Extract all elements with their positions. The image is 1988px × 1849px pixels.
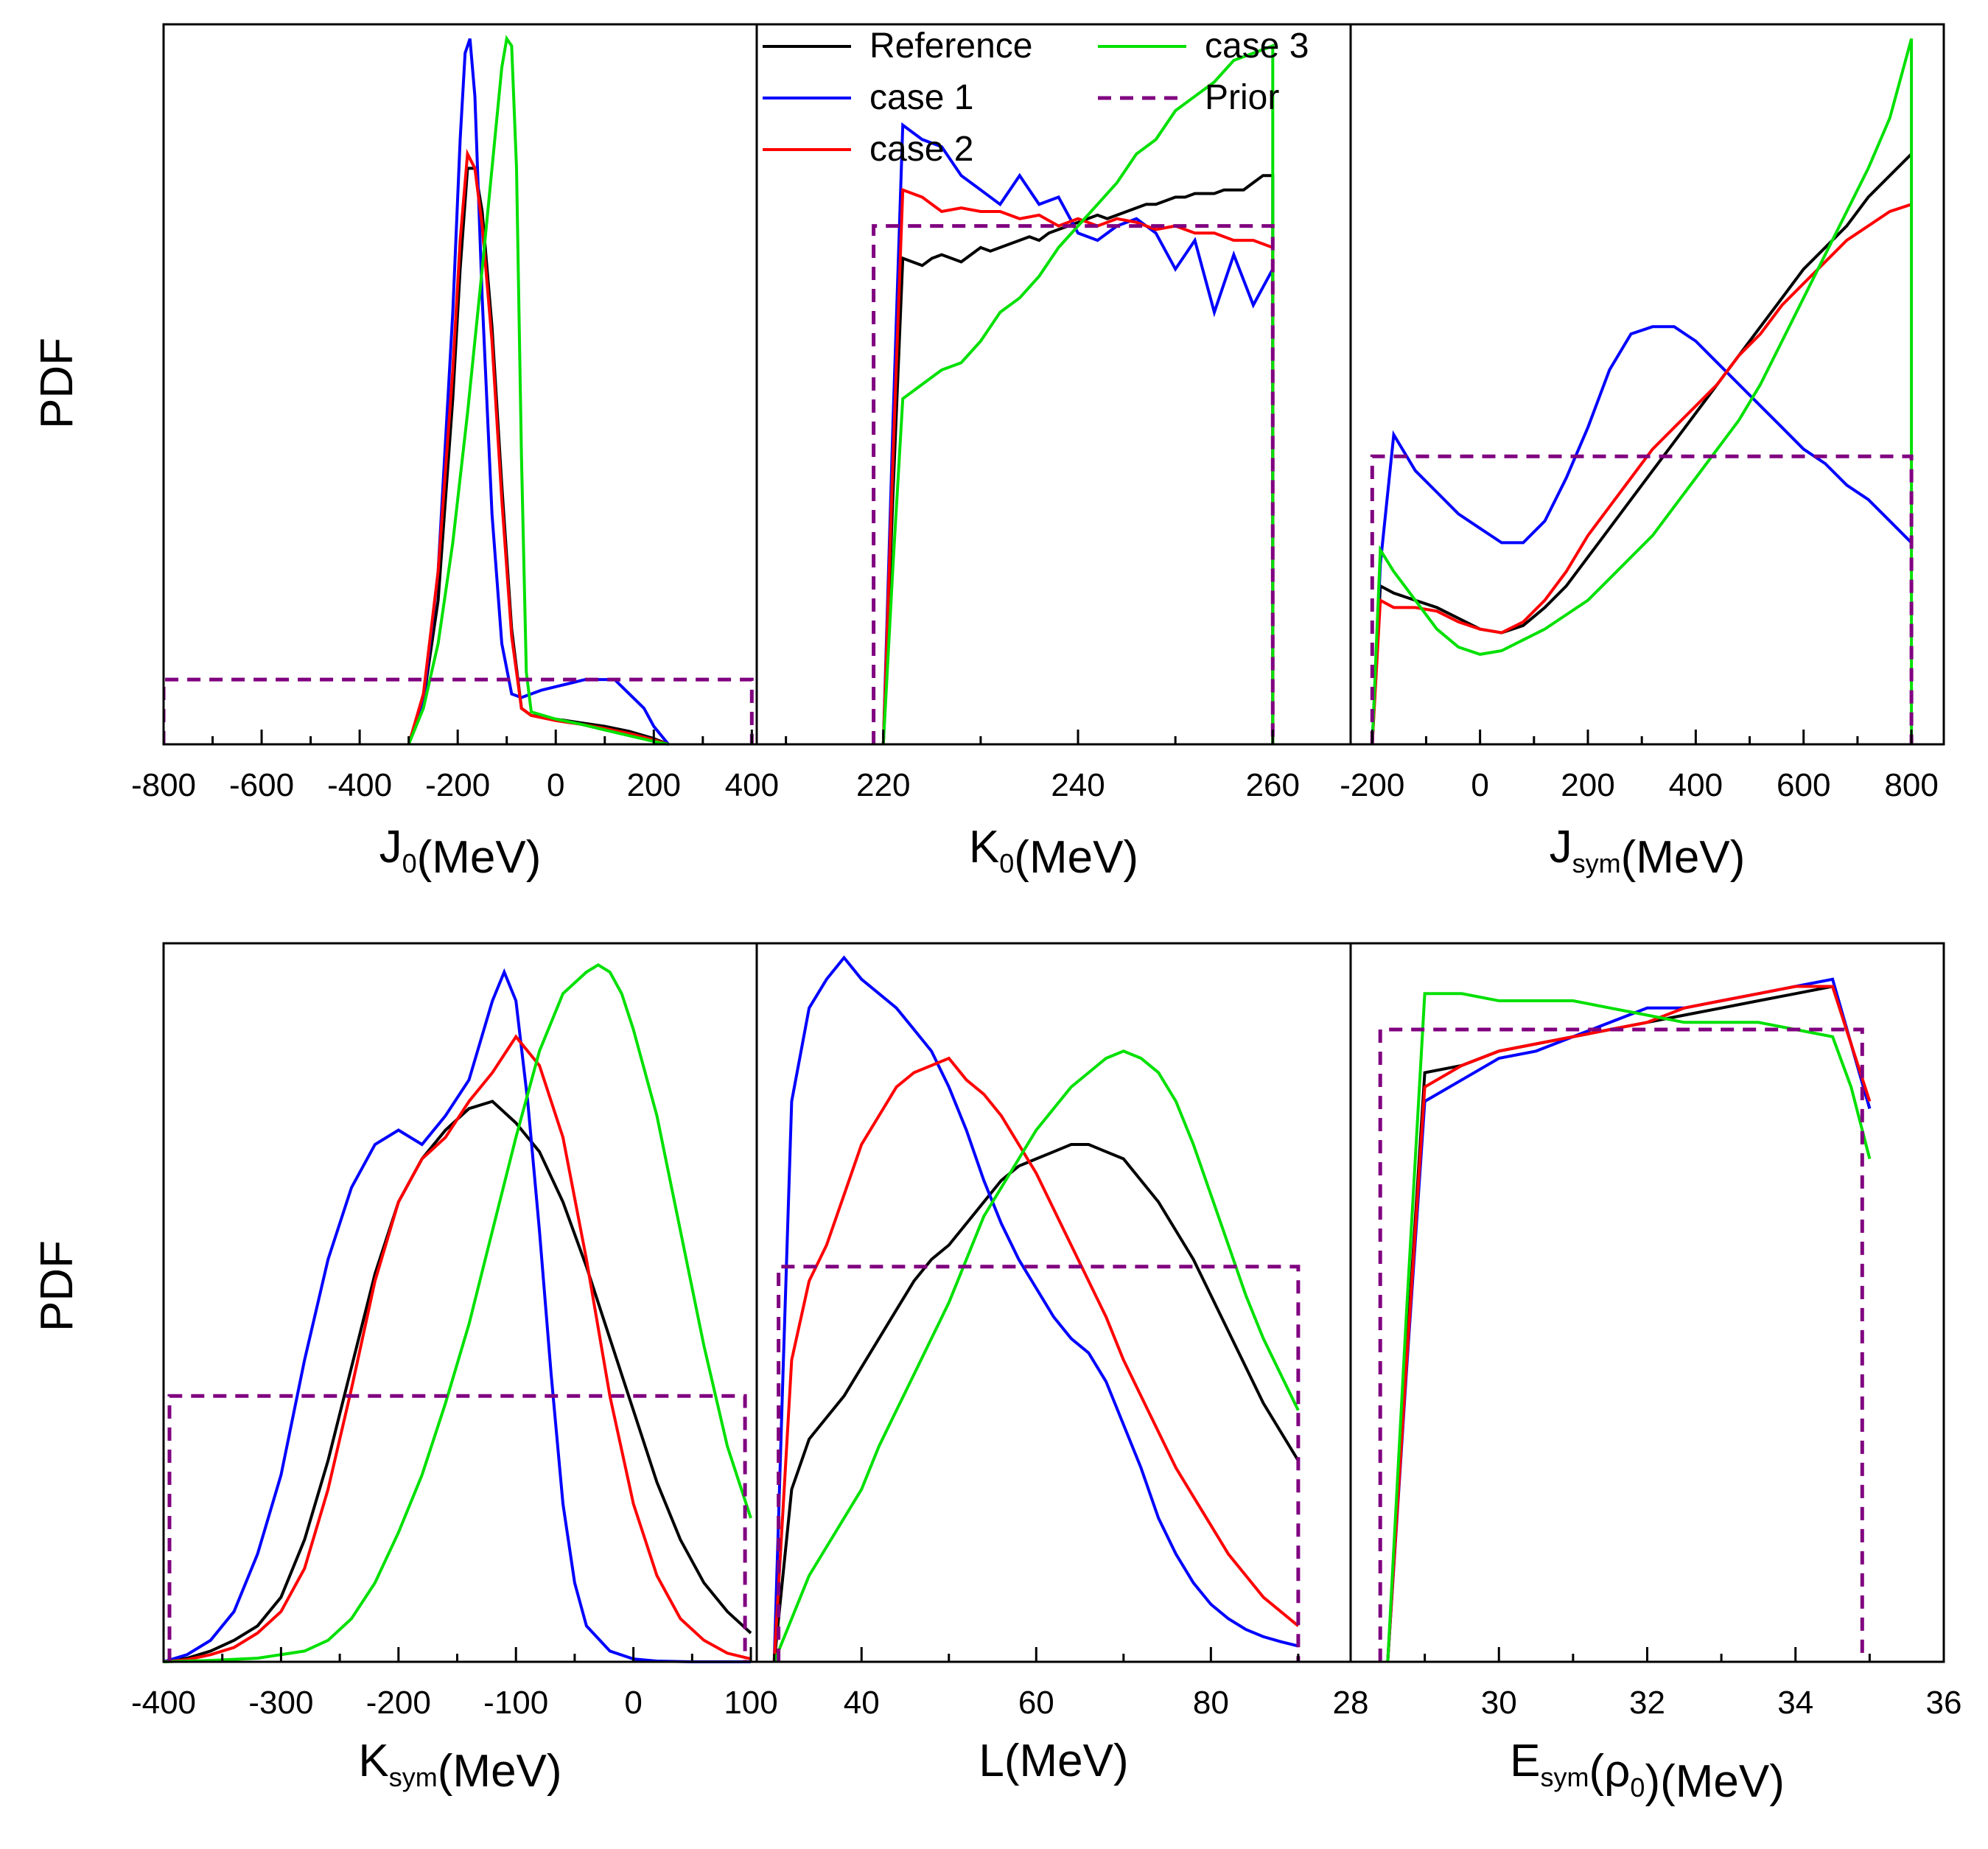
x-tick-label: 80 <box>1193 1685 1229 1721</box>
x-axis-title: J0(MeV) <box>379 822 542 883</box>
x-tick-label: 600 <box>1777 767 1830 803</box>
series-reference <box>1371 153 1913 745</box>
series-prior <box>164 677 754 744</box>
x-tick-label: 32 <box>1629 1685 1665 1721</box>
x-tick-label: -400 <box>327 767 392 803</box>
series-group <box>164 962 752 1663</box>
x-tick-label: -200 <box>366 1685 431 1721</box>
series-case-1 <box>881 122 1275 745</box>
panel-6: 28 30 32 34 36 Esym(ρ0)(MeV) <box>1333 942 1962 1807</box>
legend-label-case-3: case 3 <box>1205 27 1309 66</box>
legend-label-reference: Reference <box>869 27 1032 66</box>
x-tick-label: 40 <box>844 1685 880 1721</box>
series-group <box>1370 38 1914 745</box>
x-tick-label: -400 <box>131 1685 196 1721</box>
x-tick-label: 400 <box>1669 767 1723 803</box>
x-tick-label: -200 <box>1340 767 1404 803</box>
series-reference <box>164 1100 752 1663</box>
series-case-2 <box>407 148 669 746</box>
series-case-1 <box>772 955 1299 1663</box>
series-case-3 <box>407 35 669 746</box>
panel-3: -200 0 200 400 600 800 Jsym(MeV) <box>1340 23 1945 883</box>
series-reference <box>1386 985 1872 1663</box>
x-tick-label: 30 <box>1481 1685 1517 1721</box>
panel-5: 40 60 80 L(MeV) <box>755 942 1352 1786</box>
x-tick-label: 0 <box>1471 767 1488 803</box>
series-case-3 <box>1386 992 1872 1663</box>
series-case-1 <box>1386 977 1872 1663</box>
x-axis-title: Jsym(MeV) <box>1550 822 1746 883</box>
panel-2: 220 240 260 K0(MeV) <box>755 23 1352 883</box>
x-tick-label: 240 <box>1051 767 1105 803</box>
plot-frame <box>162 942 758 1663</box>
x-tick-label: -300 <box>248 1685 313 1721</box>
legend-label-case-1: case 1 <box>869 78 973 117</box>
series-case-3 <box>881 43 1275 745</box>
x-tick-label: 400 <box>725 767 779 803</box>
x-axis-title: K0(MeV) <box>969 822 1138 883</box>
x-tick-label: 36 <box>1926 1685 1962 1721</box>
legend-label-prior: Prior <box>1205 78 1279 117</box>
series-prior <box>777 1265 1301 1662</box>
series-group <box>772 955 1301 1663</box>
series-case-3 <box>1371 38 1914 745</box>
series-group <box>1378 977 1872 1663</box>
series-case-3 <box>164 962 752 1663</box>
series-case-2 <box>772 1056 1300 1663</box>
series-case-2 <box>1371 203 1912 745</box>
series-case-1 <box>164 968 751 1663</box>
x-axis-title: L(MeV) <box>979 1736 1128 1786</box>
legend-label-case-2: case 2 <box>869 130 973 169</box>
x-tick-label: 200 <box>1561 767 1614 803</box>
series-group <box>872 43 1275 745</box>
x-tick-label: 800 <box>1884 767 1938 803</box>
x-tick-label: 200 <box>627 767 681 803</box>
series-reference <box>772 1143 1300 1663</box>
x-tick-label: 100 <box>724 1685 777 1721</box>
series-case-1 <box>1371 325 1913 745</box>
plot-frame <box>1349 23 1945 746</box>
x-tick-label: -600 <box>229 767 294 803</box>
y-label-top: PDF <box>32 338 83 429</box>
series-group <box>164 35 754 746</box>
series-case-3 <box>772 1049 1300 1663</box>
plot-frame <box>755 942 1352 1663</box>
x-tick-label: 260 <box>1246 767 1300 803</box>
series-prior <box>1378 1027 1864 1662</box>
x-tick-label: 220 <box>856 767 910 803</box>
panel-4: -400 -300 -200 -100 0 100 Ksym(MeV) <box>131 942 778 1797</box>
x-axis-title: Ksym(MeV) <box>358 1736 561 1797</box>
y-label-bottom: PDF <box>32 1240 83 1332</box>
panel-1: -800 -600 -400 -200 0 200 400 J0(MeV) <box>131 23 779 883</box>
series-case-2 <box>1386 985 1872 1663</box>
x-tick-label: -200 <box>425 767 490 803</box>
series-prior <box>1370 454 1914 744</box>
legend: Reference case 1 case 2 case 3 Prior <box>763 27 1309 169</box>
x-tick-label: -800 <box>131 767 196 803</box>
x-tick-label: -100 <box>483 1685 548 1721</box>
series-prior <box>872 224 1275 744</box>
plot-frame <box>755 23 1352 746</box>
x-tick-label: 0 <box>624 1685 642 1721</box>
x-tick-label: 34 <box>1777 1685 1813 1721</box>
x-tick-label: 60 <box>1018 1685 1054 1721</box>
x-tick-label: 0 <box>547 767 564 803</box>
series-reference <box>881 174 1275 745</box>
x-axis-title: Esym(ρ0)(MeV) <box>1510 1736 1785 1807</box>
series-case-1 <box>407 38 670 746</box>
x-tick-label: 28 <box>1333 1685 1369 1721</box>
series-prior <box>167 1394 747 1662</box>
series-case-2 <box>164 1034 752 1663</box>
series-case-2 <box>881 187 1275 745</box>
